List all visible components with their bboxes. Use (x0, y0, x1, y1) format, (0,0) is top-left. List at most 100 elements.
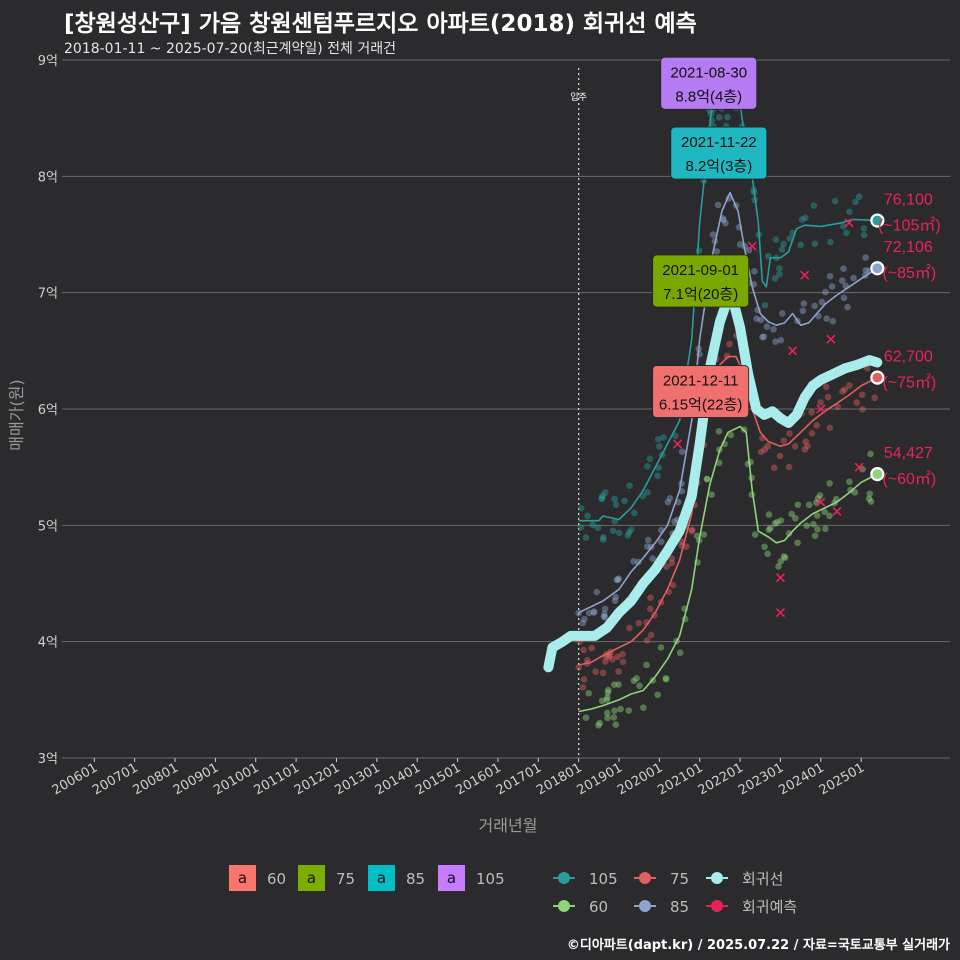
transaction-dot (802, 438, 810, 445)
transaction-dot (624, 532, 632, 539)
transaction-dot (722, 219, 729, 227)
transaction-dot (598, 495, 606, 502)
transaction-dot (672, 432, 679, 440)
transaction-dot (723, 352, 731, 360)
x-tick-label: 200701 (90, 760, 140, 798)
transaction-dot (619, 650, 626, 658)
x-tick-label: 202501 (817, 760, 867, 798)
transaction-dot (777, 336, 785, 344)
transaction-dot (664, 498, 672, 506)
x-tick-label: 201501 (413, 760, 463, 798)
transaction-dot (804, 442, 811, 450)
transaction-dot (780, 240, 787, 248)
transaction-dot (611, 707, 618, 715)
transaction-dot (822, 383, 830, 391)
transaction-dot (666, 495, 674, 502)
transaction-dot (599, 492, 606, 499)
transaction-dot (772, 236, 780, 244)
legend-label-85: 85 (406, 870, 425, 888)
transaction-dot (813, 422, 821, 429)
transaction-dot (592, 668, 599, 675)
transaction-dot (604, 686, 612, 694)
transaction-dot (761, 301, 769, 309)
transaction-dot (657, 538, 665, 545)
transaction-dot (703, 475, 711, 483)
transaction-dot (792, 515, 799, 522)
transaction-dot (871, 394, 879, 402)
legend-dot-60 (558, 900, 570, 912)
transaction-dot (612, 593, 619, 601)
transaction-dot (726, 340, 733, 348)
y-tick-label: 6억 (38, 403, 58, 418)
transaction-dot (846, 208, 853, 216)
prediction-mark (800, 270, 810, 280)
series-line-85 (578, 191, 878, 614)
transaction-dot (644, 543, 651, 550)
transaction-dot (803, 522, 811, 529)
transaction-dot (647, 631, 655, 639)
transaction-dot (724, 113, 731, 121)
x-tick-label: 201101 (252, 760, 302, 798)
transaction-dot (612, 501, 620, 508)
transaction-dot (843, 229, 850, 237)
x-axis-label: 거래년월 (479, 816, 538, 835)
transaction-dot (643, 637, 651, 644)
transaction-dot (736, 241, 744, 248)
transaction-dot (593, 588, 601, 596)
transaction-dot (601, 605, 609, 613)
transaction-dot (781, 554, 789, 561)
legend-label-105: 105 (476, 870, 505, 888)
prediction-mark (775, 608, 786, 618)
transaction-dot (859, 465, 866, 473)
transaction-dot (709, 231, 717, 238)
transaction-dot (785, 463, 793, 471)
transaction-dot (611, 495, 618, 503)
transaction-dot (760, 333, 768, 340)
transaction-dot (589, 521, 597, 529)
transaction-dot (584, 656, 591, 664)
prediction-mark (826, 334, 836, 344)
annotation-value-60: 6.15억(22층) (659, 397, 742, 414)
transaction-dot (703, 475, 711, 483)
transaction-dot (577, 524, 585, 531)
transaction-dot (764, 442, 772, 450)
series-line-75 (578, 355, 878, 666)
transaction-dot (615, 529, 623, 537)
transaction-dot (846, 478, 853, 486)
transaction-dot (662, 676, 670, 683)
transaction-dot (647, 605, 654, 613)
transaction-dot (759, 333, 766, 341)
annotation-value-75: 7.1억(20층) (663, 286, 738, 303)
source-caption: ©디아파트(dapt.kr) / 2025.07.22 / 자료=국토교통부 실… (566, 938, 950, 953)
x-tick-label: 201801 (534, 760, 584, 798)
transaction-dot (802, 214, 809, 222)
legend-swatch-85 (368, 865, 395, 891)
prediction-mark (844, 218, 854, 228)
x-tick-label: 201601 (453, 760, 503, 798)
legend-line-label-회귀예측: 회귀예측 (742, 898, 797, 916)
transaction-dot (785, 530, 793, 537)
legend-swatch-75 (298, 865, 325, 891)
y-tick-label: 3억 (38, 752, 58, 767)
transaction-dot (839, 223, 847, 230)
transaction-dot (855, 193, 863, 201)
transaction-dot (626, 482, 633, 489)
x-tick-label: 202401 (776, 760, 826, 798)
transaction-dot (866, 490, 874, 498)
endpoint-marker-60 (870, 467, 885, 482)
annotation-date-75: 2021-09-01 (662, 262, 739, 279)
transaction-dot (654, 691, 662, 699)
prediction-mark (747, 241, 757, 251)
transaction-dot (715, 113, 723, 121)
x-tick-label: 202201 (696, 760, 746, 798)
transaction-dot (794, 501, 802, 509)
transaction-dot (660, 434, 667, 441)
transaction-dot (700, 531, 708, 538)
transaction-dot (615, 575, 622, 582)
endpoint-marker-75 (870, 370, 885, 385)
transaction-dot (858, 391, 866, 399)
transaction-dot (715, 459, 723, 467)
transaction-dot (776, 265, 783, 272)
transaction-dot (826, 424, 834, 432)
transaction-dot (654, 472, 661, 480)
